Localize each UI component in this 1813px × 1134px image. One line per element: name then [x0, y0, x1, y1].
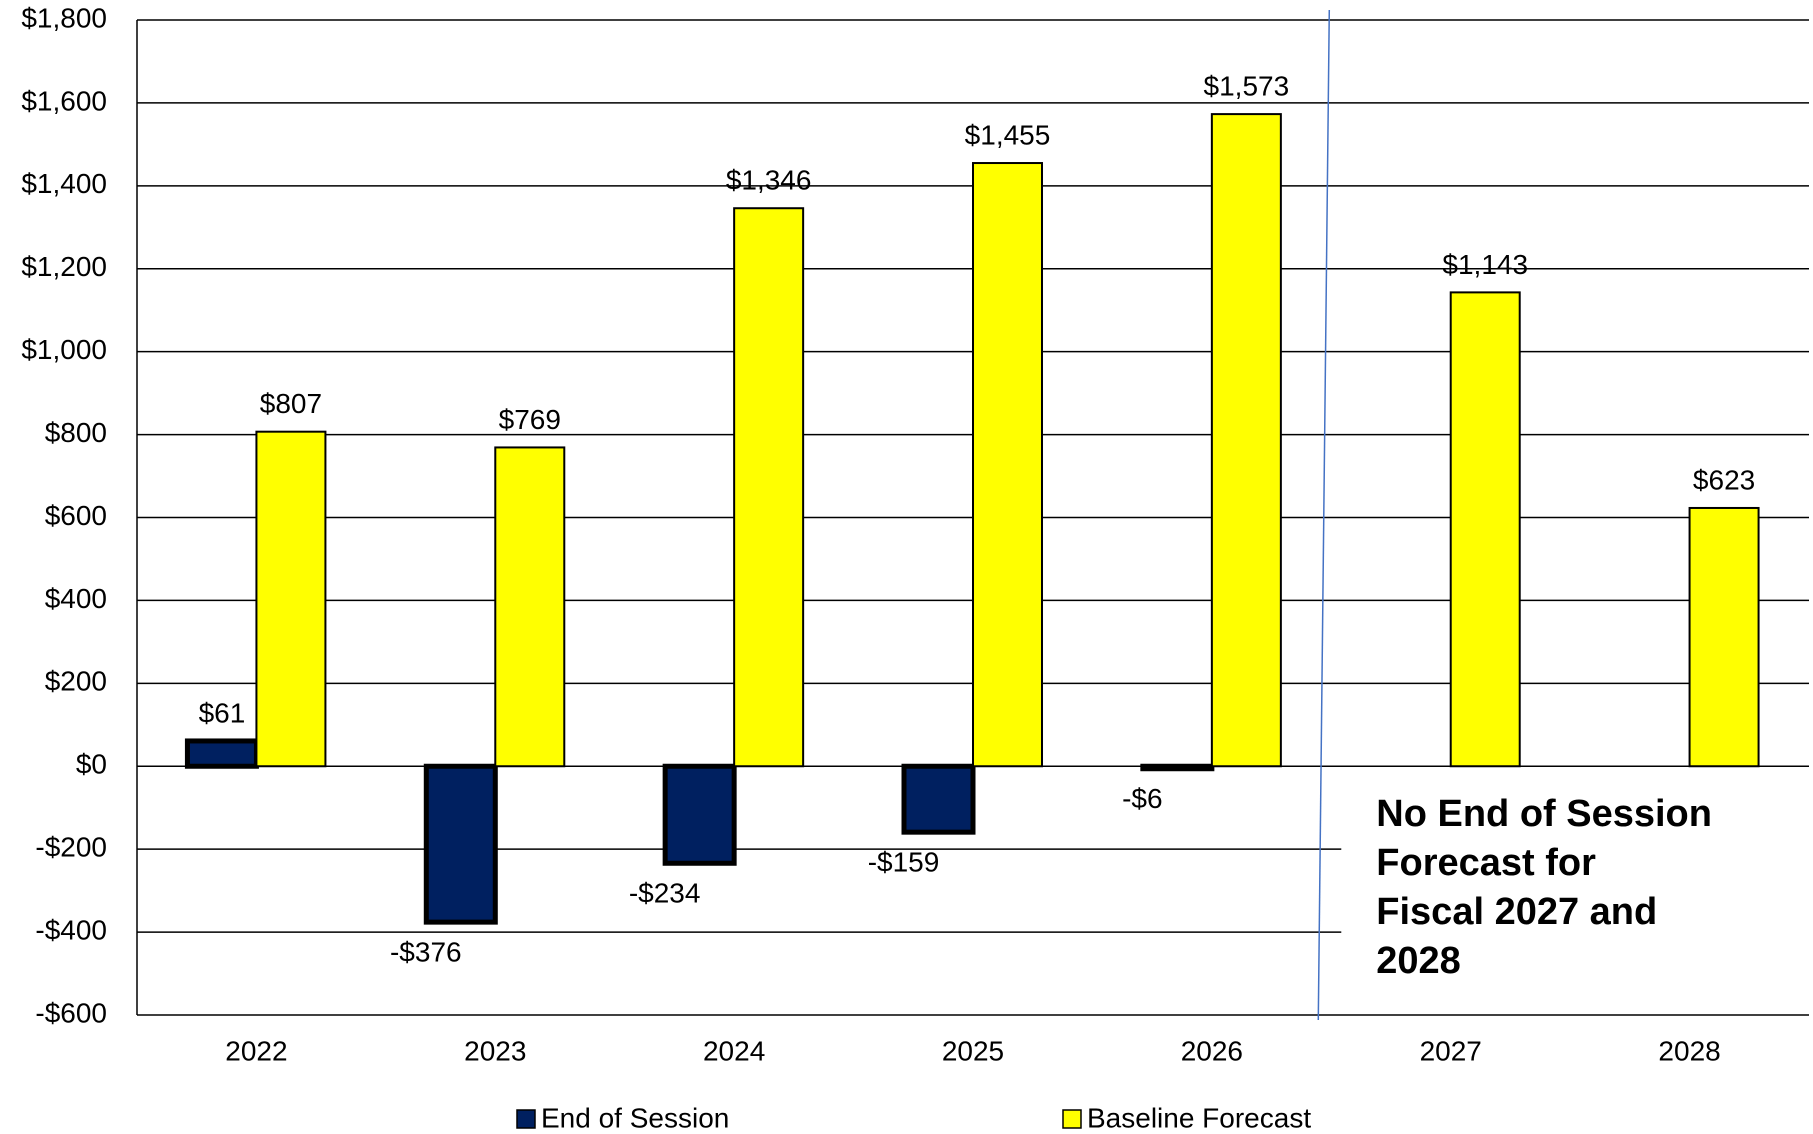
- data-label: $807: [260, 388, 322, 419]
- data-label: -$6: [1122, 783, 1162, 814]
- bar: [662, 763, 737, 866]
- x-tick-label: 2027: [1420, 1035, 1482, 1066]
- data-label: $769: [499, 404, 561, 435]
- x-tick-label: 2024: [703, 1035, 765, 1066]
- bar: [972, 162, 1043, 768]
- annotation: Forecast for: [1376, 842, 1596, 884]
- y-tick-label: $400: [45, 583, 107, 614]
- bar: [1140, 763, 1215, 772]
- y-tick-label: $1,600: [21, 85, 107, 116]
- bar: [423, 763, 498, 925]
- y-tick-label: $200: [45, 666, 107, 697]
- x-tick-label: 2028: [1658, 1035, 1720, 1066]
- y-tick-label: $1,200: [21, 251, 107, 282]
- x-tick-label: 2025: [942, 1035, 1004, 1066]
- data-label: -$376: [390, 937, 462, 968]
- bar: [494, 446, 566, 768]
- legend-swatch: [1062, 1109, 1082, 1129]
- bar: [255, 430, 327, 768]
- data-label: $623: [1693, 464, 1755, 495]
- y-tick-label: -$200: [35, 832, 107, 863]
- legend-swatch: [516, 1109, 536, 1129]
- divider: [1317, 9, 1331, 1021]
- legend-label: Baseline Forecast: [1087, 1102, 1311, 1133]
- bar: [1210, 113, 1282, 768]
- y-tick-label: $800: [45, 417, 107, 448]
- x-tick-label: 2026: [1181, 1035, 1243, 1066]
- data-label: $61: [199, 697, 246, 728]
- annotation: Fiscal 2027 and: [1376, 891, 1657, 933]
- data-label: $1,573: [1204, 71, 1290, 102]
- annotation: No End of Session: [1376, 793, 1712, 835]
- y-tick-label: $600: [45, 500, 107, 531]
- data-label: $1,346: [726, 165, 812, 196]
- y-tick-label: $0: [76, 749, 107, 780]
- bar: [733, 207, 805, 768]
- bar: [901, 763, 976, 835]
- data-label: -$159: [868, 847, 940, 878]
- annotation-bg: [1341, 774, 1809, 995]
- data-label: $1,455: [965, 119, 1051, 150]
- y-tick-label: -$400: [35, 914, 107, 945]
- x-tick-label: 2022: [225, 1035, 287, 1066]
- bar: [184, 738, 259, 769]
- bar: [1449, 291, 1521, 768]
- y-tick-label: $1,400: [21, 168, 107, 199]
- bar: [1688, 506, 1760, 768]
- y-tick-label: -$600: [35, 997, 107, 1028]
- legend-label: End of Session: [541, 1102, 729, 1133]
- x-tick-label: 2023: [464, 1035, 526, 1066]
- y-tick-label: $1,000: [21, 334, 107, 365]
- annotation: 2028: [1376, 940, 1461, 982]
- data-label: -$234: [629, 878, 701, 909]
- data-label: $1,143: [1442, 249, 1528, 280]
- y-tick-label: $1,800: [21, 2, 107, 33]
